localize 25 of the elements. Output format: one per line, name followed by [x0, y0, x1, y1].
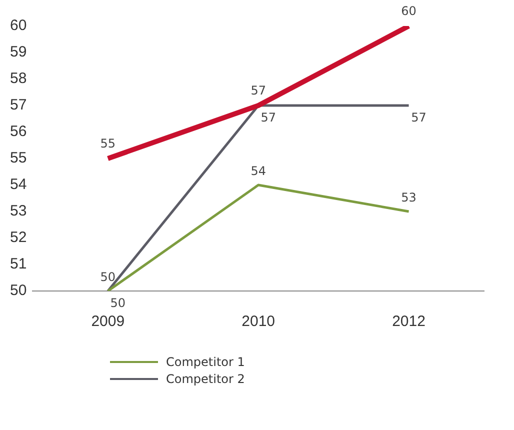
- y-tick-label: 57: [10, 96, 27, 114]
- y-tick-label: 52: [10, 229, 27, 246]
- legend-label: Competitor 2: [166, 372, 245, 386]
- y-tick-label: 53: [10, 202, 27, 220]
- y-tick-label: 59: [10, 44, 27, 61]
- data-label: 55: [100, 136, 116, 151]
- data-label: 53: [401, 190, 416, 205]
- data-label: 57: [411, 110, 426, 125]
- y-tick-label: 56: [10, 123, 27, 140]
- data-label: 60: [401, 4, 416, 18]
- y-tick-label: 55: [10, 150, 27, 167]
- x-tick-label: 2012: [392, 313, 426, 330]
- data-label: 54: [250, 164, 266, 178]
- y-tick-label: 51: [10, 256, 27, 273]
- legend-label: Competitor 1: [166, 354, 245, 368]
- data-label: 50: [110, 296, 126, 310]
- y-tick-label: 60: [10, 17, 27, 34]
- y-tick-label: 54: [10, 176, 27, 194]
- y-tick-label: 50: [10, 282, 27, 300]
- y-tick-label: 58: [10, 70, 27, 88]
- data-label: 57: [250, 84, 266, 98]
- data-label: 57: [260, 110, 276, 125]
- x-tick-label: 2009: [91, 313, 125, 330]
- data-label: 50: [100, 270, 116, 284]
- x-tick-label: 2010: [242, 313, 276, 330]
